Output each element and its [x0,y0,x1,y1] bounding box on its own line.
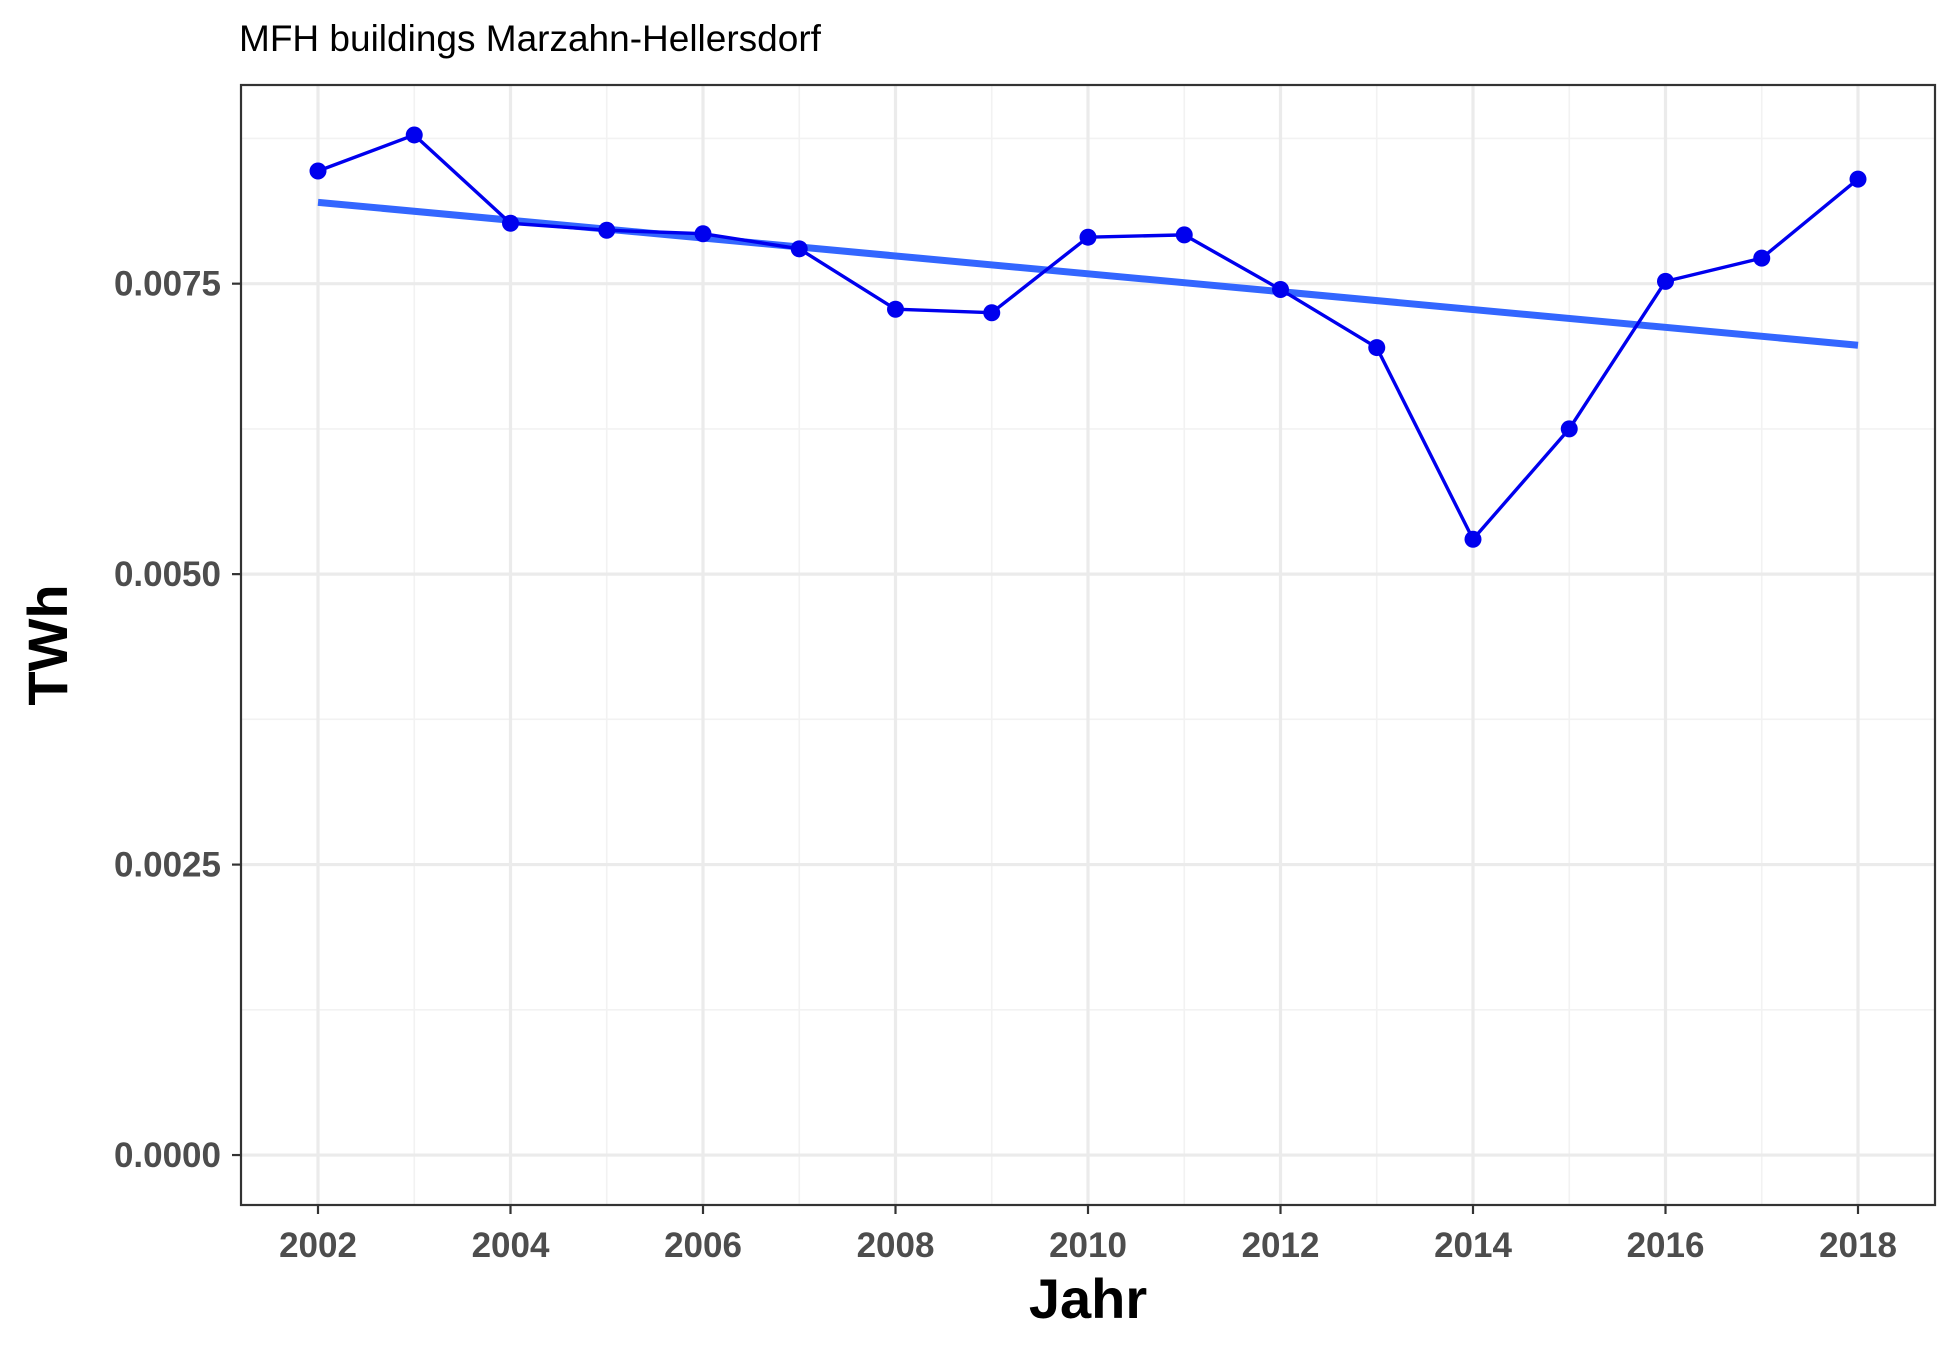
data-point [694,225,712,243]
data-point [790,240,808,258]
x-tick-label: 2014 [1434,1226,1512,1265]
data-series-layer [309,126,1867,548]
data-point [1368,339,1386,357]
x-tick-label: 2016 [1627,1226,1705,1265]
trend-line-layer [317,198,1859,349]
x-axis: 2002 2004 2006 2008 2010 2012 2014 2016 2018 [279,1205,1897,1265]
x-tick-label: 2012 [1242,1226,1320,1265]
y-tick-label: 0.0075 [114,265,221,304]
data-point [1849,170,1867,188]
data-point [1272,280,1289,298]
trend-line [317,198,1859,349]
y-tick-label: 0.0050 [114,555,221,594]
data-point [309,162,327,180]
grid-lines [241,85,1935,1205]
data-point [405,126,423,144]
y-axis-title: TWh [16,584,79,705]
data-point [887,300,904,318]
x-tick-label: 2004 [472,1226,550,1265]
x-tick-label: 2008 [857,1226,935,1265]
data-point [1175,226,1193,244]
x-tick-label: 2018 [1819,1226,1897,1265]
data-point [1464,530,1482,548]
data-point [598,221,616,239]
x-tick-label: 2002 [279,1226,357,1265]
data-point [502,214,519,232]
data-point [1560,420,1578,438]
data-point [983,304,1001,322]
y-axis: 0.0000 0.0025 0.0050 0.0075 [114,265,241,1175]
x-tick-label: 2006 [664,1226,742,1265]
data-point [1079,228,1097,246]
y-tick-label: 0.0000 [114,1136,221,1175]
x-tick-label: 2010 [1049,1226,1127,1265]
data-point [1753,249,1771,267]
y-tick-label: 0.0025 [114,846,221,885]
x-axis-title: Jahr [1029,1267,1147,1330]
chart-title: MFH buildings Marzahn-Hellersdorf [239,18,822,59]
data-point [1657,272,1674,290]
